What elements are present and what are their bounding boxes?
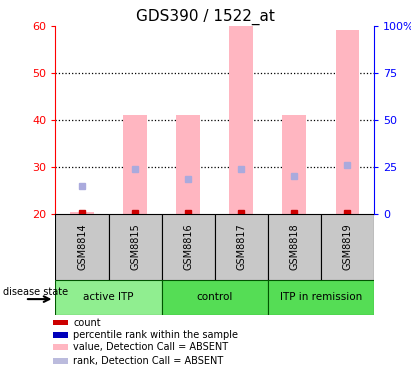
Bar [268,214,321,280]
Bar [53,320,68,325]
Bar [176,115,200,214]
Bar [123,115,147,214]
Text: value, Detection Call = ABSENT: value, Detection Call = ABSENT [73,342,228,352]
Bar [109,214,162,280]
Bar [268,280,374,315]
Bar [70,212,94,214]
Bar [55,214,109,280]
Text: ITP in remission: ITP in remission [280,292,362,302]
Text: rank, Detection Call = ABSENT: rank, Detection Call = ABSENT [73,356,223,366]
Bar [321,214,374,280]
Bar [53,344,68,350]
Bar [53,358,68,364]
Bar [335,30,359,214]
Bar [55,280,162,315]
Text: count: count [73,318,101,328]
Bar [229,26,253,214]
Text: active ITP: active ITP [83,292,134,302]
Text: disease state: disease state [3,287,68,297]
Text: GDS390 / 1522_at: GDS390 / 1522_at [136,9,275,25]
Text: GSM8814: GSM8814 [77,224,87,270]
Text: GSM8818: GSM8818 [289,224,299,270]
Text: percentile rank within the sample: percentile rank within the sample [73,330,238,340]
Bar [162,214,215,280]
Bar [53,332,68,338]
Text: GSM8817: GSM8817 [236,224,246,270]
Text: GSM8816: GSM8816 [183,224,193,270]
Bar [162,280,268,315]
Bar [282,115,306,214]
Bar [215,214,268,280]
Text: GSM8815: GSM8815 [130,224,140,270]
Text: GSM8819: GSM8819 [342,224,353,270]
Text: control: control [196,292,233,302]
